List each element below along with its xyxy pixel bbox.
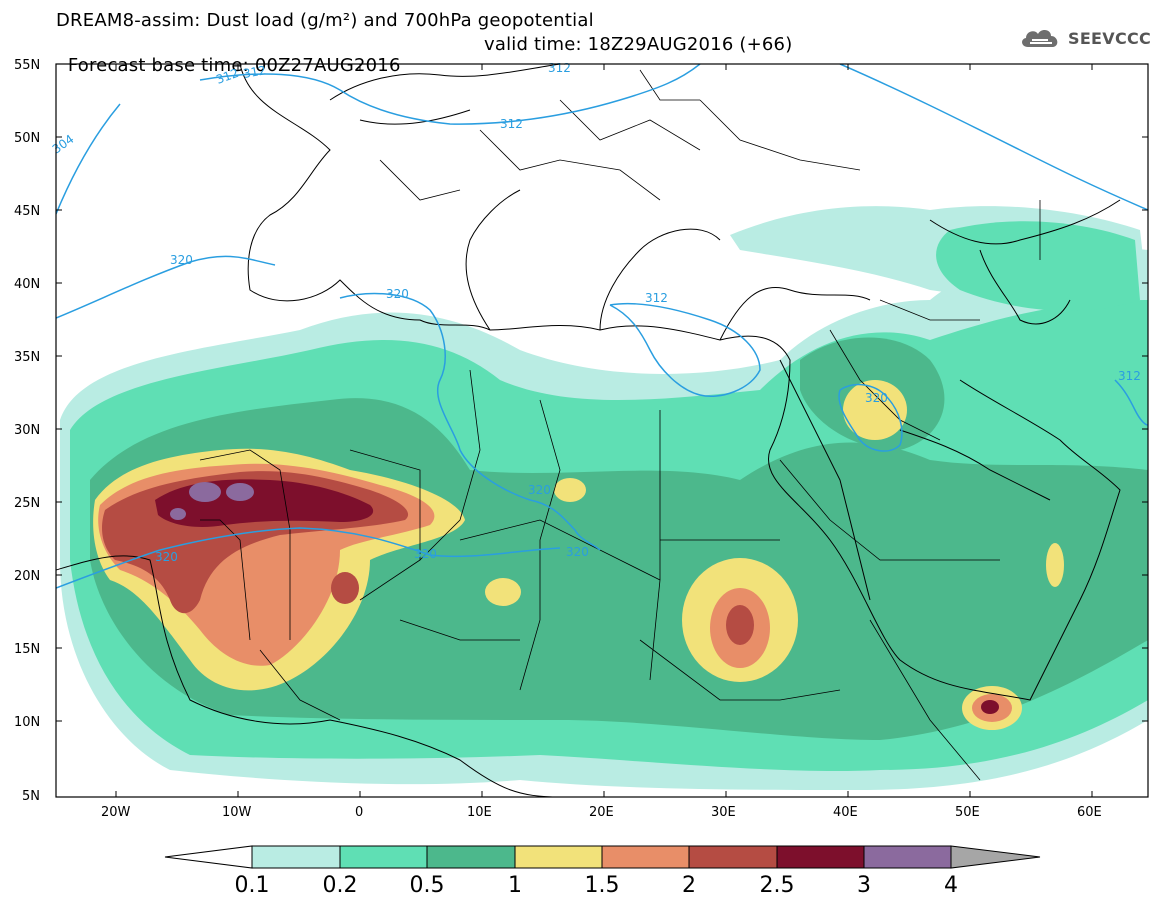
- contour-label: 312: [645, 291, 668, 305]
- lon-label: 20W: [101, 805, 131, 820]
- contour-label: 312: [214, 66, 240, 87]
- dust-level-3-a: [189, 482, 221, 502]
- latitude-axis: 55N 50N 45N 40N 35N 30N 25N 20N 15N 10N …: [14, 58, 1148, 804]
- map-frame: [55, 63, 1149, 798]
- forecast-subtitle: Forecast base time: 00Z27AUG2016 valid t…: [56, 34, 792, 97]
- contour-label: 320: [414, 547, 437, 561]
- lon-label: 50E: [955, 805, 980, 820]
- lat-label: 15N: [14, 642, 40, 657]
- logo-text: SEEVCCC: [1068, 28, 1152, 48]
- lon-label: 10W: [222, 805, 252, 820]
- valid-time-label: valid time: 18Z29AUG2016 (+66): [484, 34, 793, 55]
- dust-level-2-5-somalia: [981, 700, 999, 714]
- lon-label: 60E: [1077, 805, 1102, 820]
- contour-label: 320: [566, 545, 589, 559]
- lon-label: 0: [355, 805, 363, 820]
- geopotential-contours: [56, 64, 1148, 589]
- contour-label: 312: [548, 61, 571, 75]
- lon-label: 20E: [589, 805, 614, 820]
- lon-label: 30E: [711, 805, 736, 820]
- lat-label: 45N: [14, 204, 40, 219]
- contour-label: 320: [155, 550, 178, 564]
- lon-label: 10E: [467, 805, 492, 820]
- contour-label: 320: [386, 287, 409, 301]
- contour-label: 304: [50, 132, 77, 157]
- contour-label: 320: [865, 391, 888, 405]
- contour-label: 312: [1118, 369, 1141, 383]
- dust-level-1-iraq: [843, 380, 907, 440]
- coastlines: [56, 64, 1121, 797]
- lat-label: 35N: [14, 350, 40, 365]
- contour-label: 312: [242, 63, 267, 81]
- base-time-label: Forecast base time: 00Z27AUG2016: [67, 55, 401, 76]
- dust-level-2-sudan: [726, 605, 754, 645]
- lat-label: 20N: [14, 569, 40, 584]
- lat-label: 50N: [14, 131, 40, 146]
- seevccc-logo: SEEVCCC: [1018, 26, 1151, 50]
- dust-level-1-libya: [554, 478, 586, 502]
- lat-label: 40N: [14, 277, 40, 292]
- contour-label: 312: [500, 117, 523, 131]
- dust-level-3-b: [226, 483, 254, 501]
- lat-label: 25N: [14, 496, 40, 511]
- longitude-axis: 20W 10W 0 10E 20E 30E 40E 50E 60E: [101, 64, 1102, 820]
- lat-label: 10N: [14, 715, 40, 730]
- lon-label: 40E: [833, 805, 858, 820]
- dust-level-1-oman: [1046, 543, 1064, 587]
- lat-label: 55N: [14, 58, 40, 73]
- country-borders: [199, 69, 1041, 781]
- dust-level-2-mali: [331, 572, 359, 604]
- contour-label: 320: [170, 253, 193, 267]
- dust-level-3-c: [170, 508, 186, 520]
- dust-level-1-chad: [485, 578, 521, 606]
- cloud-icon: [1022, 30, 1058, 47]
- lat-label: 30N: [14, 423, 40, 438]
- chart-title: DREAM8-assim: Dust load (g/m²) and 700hP…: [56, 10, 594, 31]
- dust-field: [56, 64, 1148, 797]
- contour-label: 320: [528, 483, 551, 497]
- lat-label: 5N: [22, 789, 40, 804]
